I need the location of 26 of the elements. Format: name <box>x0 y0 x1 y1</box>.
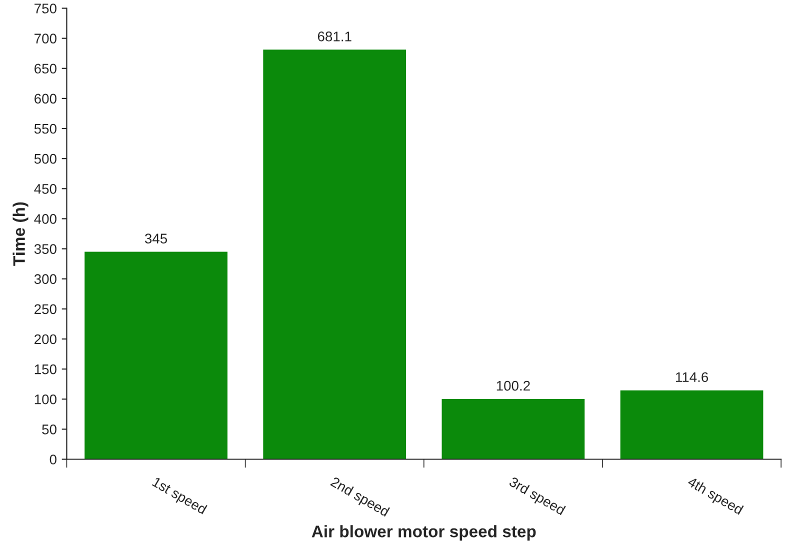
y-tick-label: 700 <box>34 34 56 44</box>
y-tick-label: 750 <box>34 4 56 14</box>
data-label: 100.2 <box>496 380 530 391</box>
data-label: 114.6 <box>676 372 708 382</box>
data-label: 681.1 <box>318 32 352 42</box>
y-axis-title: Time (h) <box>12 202 28 266</box>
bar <box>442 398 585 460</box>
y-tick-label: 150 <box>34 364 56 374</box>
y-tick-label: 350 <box>34 244 56 254</box>
y-tick-label: 450 <box>34 184 56 194</box>
y-tick-label: 0 <box>50 454 56 464</box>
y-tick-label: 100 <box>34 394 56 404</box>
y-tick-label: 400 <box>34 214 56 224</box>
y-tick-label: 50 <box>42 424 56 434</box>
bar <box>263 50 406 460</box>
y-tick-label: 500 <box>34 154 56 164</box>
y-tick-label: 550 <box>34 124 56 134</box>
y-tick-label: 600 <box>34 94 56 104</box>
x-axis-title: Air blower motor speed step <box>312 525 536 541</box>
y-tick-label: 650 <box>34 64 56 74</box>
bar <box>84 252 228 460</box>
data-label: 345 <box>144 234 168 244</box>
y-tick-label: 250 <box>34 304 56 314</box>
y-tick-label: 200 <box>34 334 56 344</box>
y-tick-label: 300 <box>34 274 56 284</box>
bar <box>620 390 764 460</box>
